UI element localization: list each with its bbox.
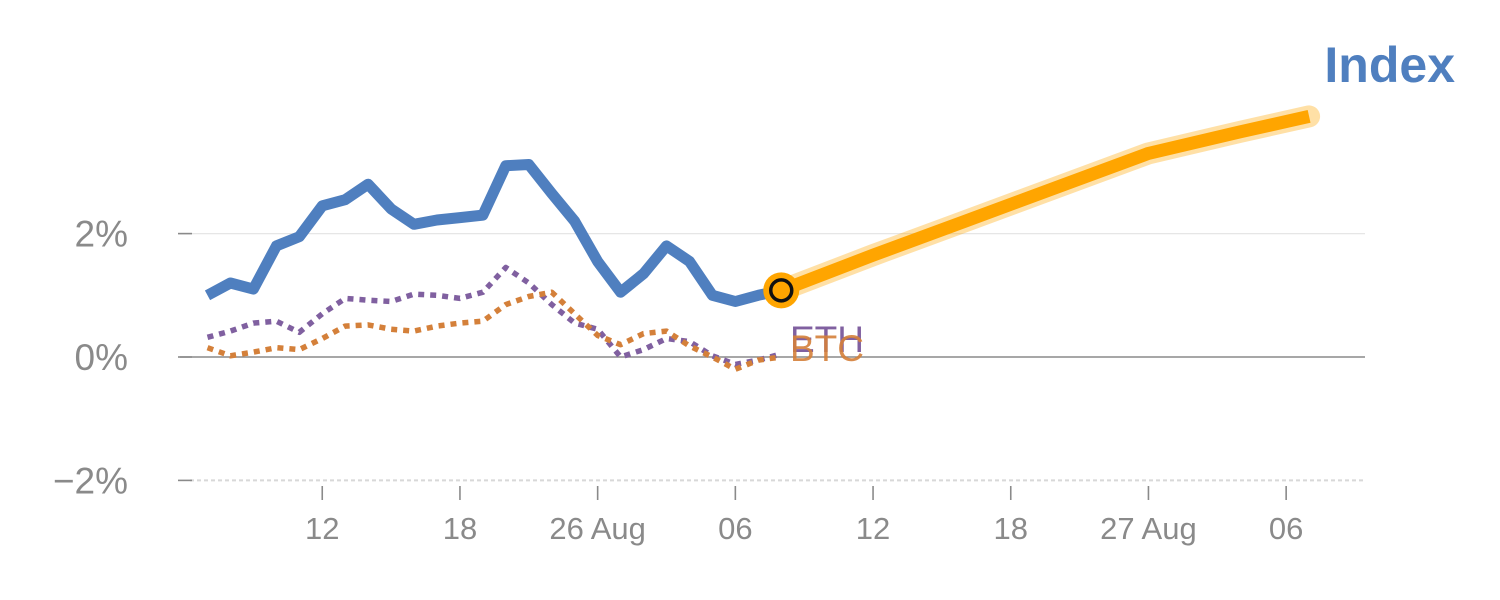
x-tick-label: 12 [856, 511, 890, 546]
end-marker [769, 278, 794, 303]
x-tick-label: 26 Aug [549, 511, 646, 546]
x-tick-label: 06 [1269, 511, 1303, 546]
series-line-forecast [778, 110, 1311, 297]
x-tick-label: 27 Aug [1100, 511, 1197, 546]
x-tick-label: 18 [443, 511, 477, 546]
series-label-btc: BTC [790, 328, 864, 369]
x-tick-label: 18 [994, 511, 1028, 546]
y-tick-label: 2% [75, 214, 128, 255]
y-tick-label: −2% [53, 460, 128, 501]
x-tick-label: 06 [718, 511, 752, 546]
x-tick-label: 12 [305, 511, 339, 546]
chart-title: Index [1324, 37, 1455, 93]
y-tick-label: 0% [75, 337, 128, 378]
series-label-eth: ETH [790, 319, 864, 360]
axes [178, 232, 1287, 500]
series-line-btc [206, 289, 782, 373]
series-line-index [204, 159, 783, 307]
series-lines [204, 105, 1321, 373]
